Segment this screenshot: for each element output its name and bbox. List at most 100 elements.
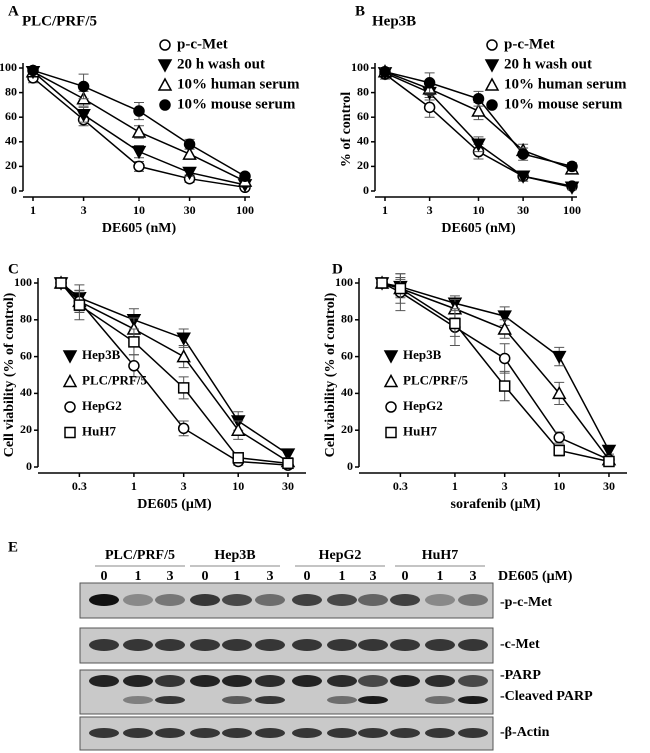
dose-label: 0 <box>101 569 108 584</box>
x-axis-label: DE605 (nM) <box>102 221 177 236</box>
marker <box>131 124 147 138</box>
marker <box>128 360 140 372</box>
y-tick-label: 20 <box>5 158 17 172</box>
legend-marker <box>484 77 500 91</box>
y-tick-label: 100 <box>335 275 353 289</box>
y-axis-label: Cell viability (% of control) <box>323 292 338 457</box>
y-tick-label: 60 <box>20 348 32 362</box>
marker <box>515 170 531 184</box>
marker <box>239 170 251 182</box>
marker <box>183 138 196 151</box>
marker <box>177 382 190 394</box>
y-tick-label: 60 <box>5 109 17 123</box>
x-axis-label: DE605 (nM) <box>441 221 516 236</box>
legend-marker <box>385 426 397 439</box>
y-tick-label: 100 <box>14 275 32 289</box>
marker <box>471 103 486 117</box>
blot-band <box>255 594 285 606</box>
marker <box>601 444 617 459</box>
y-tick-label: 60 <box>341 348 353 362</box>
blot-band <box>292 675 322 687</box>
x-tick-label: 3 <box>181 479 187 493</box>
x-tick-label: 10 <box>553 479 565 493</box>
blot-band <box>327 594 357 606</box>
legend-label: 20 h wash out <box>177 56 265 72</box>
legend-marker <box>484 59 500 73</box>
x-tick-label: 10 <box>473 203 485 217</box>
panel-label: D <box>332 261 343 277</box>
blot-band <box>390 594 420 606</box>
marker <box>176 349 191 363</box>
blot-band <box>255 675 285 687</box>
blot-band <box>155 594 185 606</box>
blot-band <box>390 675 420 687</box>
blot-band <box>327 696 357 704</box>
y-tick-label: 40 <box>20 385 32 399</box>
marker <box>517 148 529 160</box>
marker <box>497 321 512 335</box>
x-tick-label: 3 <box>502 479 508 493</box>
blot-band <box>155 728 185 738</box>
dose-label: 1 <box>234 569 241 584</box>
legend-marker <box>486 99 498 111</box>
panel-label: A <box>8 3 19 19</box>
blot-band <box>190 728 220 738</box>
x-tick-label: 3 <box>81 203 87 217</box>
cell-line-label: PLC/PRF/5 <box>105 548 175 563</box>
blot-band <box>358 675 388 687</box>
legend-marker <box>159 39 171 51</box>
blot-band <box>190 639 220 651</box>
legend-marker <box>159 99 171 111</box>
marker <box>282 457 294 470</box>
dose-label: 1 <box>339 569 346 584</box>
x-tick-label: 1 <box>131 479 137 493</box>
x-tick-label: 30 <box>603 479 615 493</box>
marker <box>27 64 39 77</box>
blot-band <box>458 728 488 738</box>
y-tick-label: 40 <box>341 385 353 399</box>
dose-label: 3 <box>470 569 477 584</box>
marker <box>131 145 147 160</box>
blot-band <box>222 639 252 651</box>
legend-label: 20 h wash out <box>504 56 592 72</box>
blot-band <box>390 639 420 651</box>
blot-band <box>255 639 285 651</box>
blot-band <box>123 675 153 687</box>
blot-band <box>89 728 119 738</box>
blot-band <box>358 594 388 606</box>
dose-label: 1 <box>135 569 142 584</box>
cell-line-label: HepG2 <box>319 548 362 563</box>
y-tick-label: 0 <box>11 183 17 197</box>
marker <box>471 138 486 152</box>
legend-label: HepG2 <box>403 398 443 413</box>
dose-label: 0 <box>304 569 311 584</box>
panel-label: B <box>355 3 365 19</box>
blot-band <box>190 594 220 606</box>
marker <box>379 65 391 78</box>
marker <box>77 80 90 93</box>
x-tick-label: 100 <box>236 203 254 217</box>
y-axis-label: Cell viability (% of control) <box>2 292 17 457</box>
blot-panel <box>79 582 494 619</box>
x-tick-label: 10 <box>133 203 145 217</box>
y-tick-label: 20 <box>357 158 369 172</box>
y-tick-label: 80 <box>20 312 32 326</box>
blot-band <box>155 696 185 704</box>
legend-marker <box>383 373 399 388</box>
marker <box>551 385 567 400</box>
y-tick-label: 20 <box>341 422 353 436</box>
blot-band <box>425 594 455 606</box>
x-tick-label: 30 <box>517 203 529 217</box>
x-tick-label: 0.3 <box>393 479 408 493</box>
marker <box>498 380 511 392</box>
blot-band <box>155 675 185 687</box>
treatment-label: DE605 (μM) <box>498 569 573 584</box>
x-axis-label: sorafenib (μM) <box>451 497 541 512</box>
y-tick-label: 0 <box>347 459 353 473</box>
blot-band <box>458 675 488 687</box>
blot-band <box>222 675 252 687</box>
cell-line-label: HuH7 <box>422 548 459 563</box>
legend-label: HuH7 <box>82 423 116 438</box>
marker <box>603 455 615 468</box>
